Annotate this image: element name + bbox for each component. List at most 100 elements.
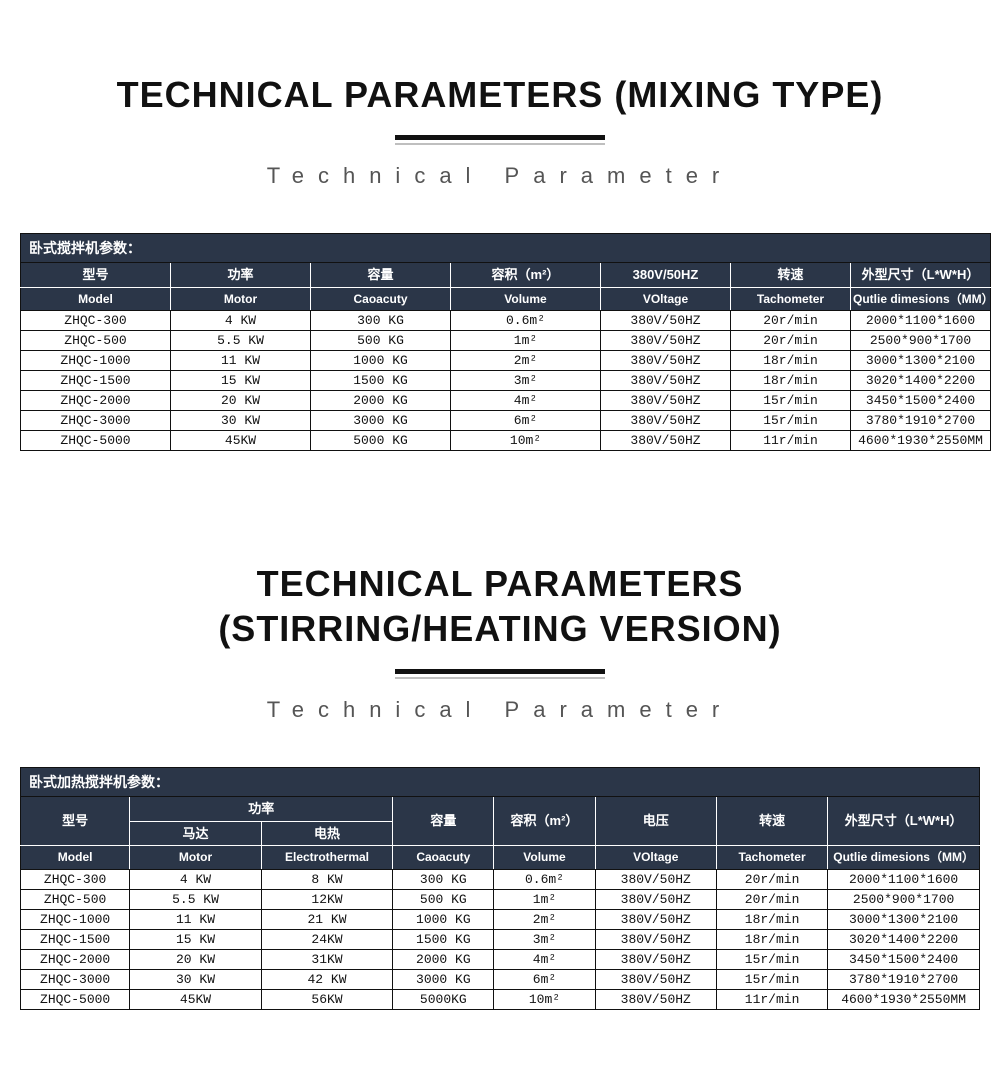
table-cell: 2m² [494, 909, 595, 929]
table-cell: 3000 KG [311, 410, 451, 430]
header-row-cn: 型号功率容量容积（m²）380V/50HZ转速外型尺寸（L*W*H） [21, 263, 991, 288]
table-cell: ZHQC-300 [21, 310, 171, 330]
title-block: TECHNICAL PARAMETERS (STIRRING/HEATING V… [0, 561, 1000, 723]
table-cell: ZHQC-1000 [21, 909, 130, 929]
table-wrap-mixing: 卧式搅拌机参数： 型号功率容量容积（m²）380V/50HZ转速外型尺寸（L*W… [20, 233, 980, 451]
col-header-cn: 功率 [171, 263, 311, 288]
table-cell: 20r/min [716, 889, 827, 909]
table-cell: 380V/50HZ [601, 430, 731, 450]
title-divider [395, 669, 605, 679]
title-divider [395, 135, 605, 145]
col-header-en: VOltage [601, 287, 731, 310]
table-cell: 10m² [451, 430, 601, 450]
table-cell: 18r/min [731, 370, 851, 390]
table-cell: 5000KG [393, 989, 494, 1009]
table-cell: 380V/50HZ [595, 949, 716, 969]
table-cell: 5000 KG [311, 430, 451, 450]
col-header-en: Motor [171, 287, 311, 310]
table-cell: ZHQC-1500 [21, 929, 130, 949]
table-row: ZHQC-100011 KW1000 KG2m²380V/50HZ18r/min… [21, 350, 991, 370]
table-cell: 300 KG [393, 869, 494, 889]
table-cell: 30 KW [171, 410, 311, 430]
table-cell: 2500*900*1700 [828, 889, 980, 909]
table-cell: 380V/50HZ [601, 370, 731, 390]
col-header-en: Tachometer [716, 846, 827, 869]
table-cell: 4600*1930*2550MM [851, 430, 991, 450]
col-header-cn: 容量 [393, 796, 494, 845]
table-cell: 6m² [451, 410, 601, 430]
table-cell: 5.5 KW [130, 889, 262, 909]
header-row-en: ModelMotorCaoacutyVolumeVOltageTachomete… [21, 287, 991, 310]
table-cell: 20r/min [731, 310, 851, 330]
table-cell: 18r/min [731, 350, 851, 370]
table-cell: 380V/50HZ [601, 310, 731, 330]
col-header-cn: 转速 [716, 796, 827, 845]
col-header-cn: 容积（m²） [451, 263, 601, 288]
table-cell: 6m² [494, 969, 595, 989]
table-cell: 1500 KG [311, 370, 451, 390]
table-cell: 11 KW [171, 350, 311, 370]
table-cell: ZHQC-500 [21, 889, 130, 909]
col-header-en: Qutlie dimesions（MM） [828, 846, 980, 869]
col-header-cn: 外型尺寸（L*W*H） [828, 796, 980, 845]
table-caption-row: 卧式加热搅拌机参数： [21, 767, 980, 796]
table-cell: 10m² [494, 989, 595, 1009]
col-subheader-cn: 电热 [261, 821, 393, 846]
table-cell: 2m² [451, 350, 601, 370]
table-cell: 15r/min [731, 410, 851, 430]
table-cell: 380V/50HZ [595, 989, 716, 1009]
table-cell: 11r/min [731, 430, 851, 450]
table-cell: 15r/min [716, 949, 827, 969]
table-caption-row: 卧式搅拌机参数： [21, 234, 991, 263]
table-cell: 1m² [451, 330, 601, 350]
table-cell: ZHQC-500 [21, 330, 171, 350]
table-cell: 380V/50HZ [601, 390, 731, 410]
table-cell: ZHQC-3000 [21, 969, 130, 989]
table-cell: ZHQC-5000 [21, 430, 171, 450]
table-cell: 380V/50HZ [595, 889, 716, 909]
col-header-cn: 功率 [130, 796, 393, 821]
title-block: TECHNICAL PARAMETERS (MIXING TYPE) Techn… [0, 72, 1000, 189]
table-cell: 1000 KG [393, 909, 494, 929]
section-subtitle: Technical Parameter [0, 697, 1000, 723]
table-cell: 0.6m² [451, 310, 601, 330]
table-row: ZHQC-3004 KW300 KG0.6m²380V/50HZ20r/min2… [21, 310, 991, 330]
table-cell: 20 KW [171, 390, 311, 410]
col-subheader-cn: 马达 [130, 821, 262, 846]
header-row-cn-top: 型号功率容量容积（m²）电压转速外型尺寸（L*W*H） [21, 796, 980, 821]
table-cell: 45KW [171, 430, 311, 450]
table-cell: 11r/min [716, 989, 827, 1009]
col-header-en: Tachometer [731, 287, 851, 310]
table-cell: 20r/min [716, 869, 827, 889]
col-header-en: Electrothermal [261, 846, 393, 869]
table-cell: 18r/min [716, 929, 827, 949]
section-heating: TECHNICAL PARAMETERS (STIRRING/HEATING V… [0, 451, 1000, 1010]
col-header-en: Model [21, 846, 130, 869]
table-row: ZHQC-5005.5 KW500 KG1m²380V/50HZ20r/min2… [21, 330, 991, 350]
header-row-en: ModelMotorElectrothermalCaoacutyVolumeVO… [21, 846, 980, 869]
table-cell: ZHQC-1000 [21, 350, 171, 370]
params-table-heating: 卧式加热搅拌机参数： 型号功率容量容积（m²）电压转速外型尺寸（L*W*H） 马… [20, 767, 980, 1010]
table-cell: 15 KW [171, 370, 311, 390]
table-cell: 3020*1400*2200 [828, 929, 980, 949]
section-title-line1: TECHNICAL PARAMETERS [0, 561, 1000, 606]
table-cell: 20 KW [130, 949, 262, 969]
table-cell: 380V/50HZ [595, 909, 716, 929]
table-cell: 4m² [494, 949, 595, 969]
col-header-en: VOltage [595, 846, 716, 869]
col-header-cn: 容积（m²） [494, 796, 595, 845]
table-cell: ZHQC-3000 [21, 410, 171, 430]
params-table-mixing: 卧式搅拌机参数： 型号功率容量容积（m²）380V/50HZ转速外型尺寸（L*W… [20, 233, 991, 451]
table-cell: 3000*1300*2100 [851, 350, 991, 370]
table-cell: 3000*1300*2100 [828, 909, 980, 929]
col-header-en: Caoacuty [311, 287, 451, 310]
table-row: ZHQC-500045KW5000 KG10m²380V/50HZ11r/min… [21, 430, 991, 450]
table-cell: 8 KW [261, 869, 393, 889]
table-cell: 3780*1910*2700 [851, 410, 991, 430]
table-row: ZHQC-300030 KW42 KW3000 KG6m²380V/50HZ15… [21, 969, 980, 989]
table-cell: 3m² [451, 370, 601, 390]
table-cell: 1500 KG [393, 929, 494, 949]
table-row: ZHQC-150015 KW1500 KG3m²380V/50HZ18r/min… [21, 370, 991, 390]
col-header-cn: 型号 [21, 796, 130, 845]
table-row: ZHQC-200020 KW2000 KG4m²380V/50HZ15r/min… [21, 390, 991, 410]
